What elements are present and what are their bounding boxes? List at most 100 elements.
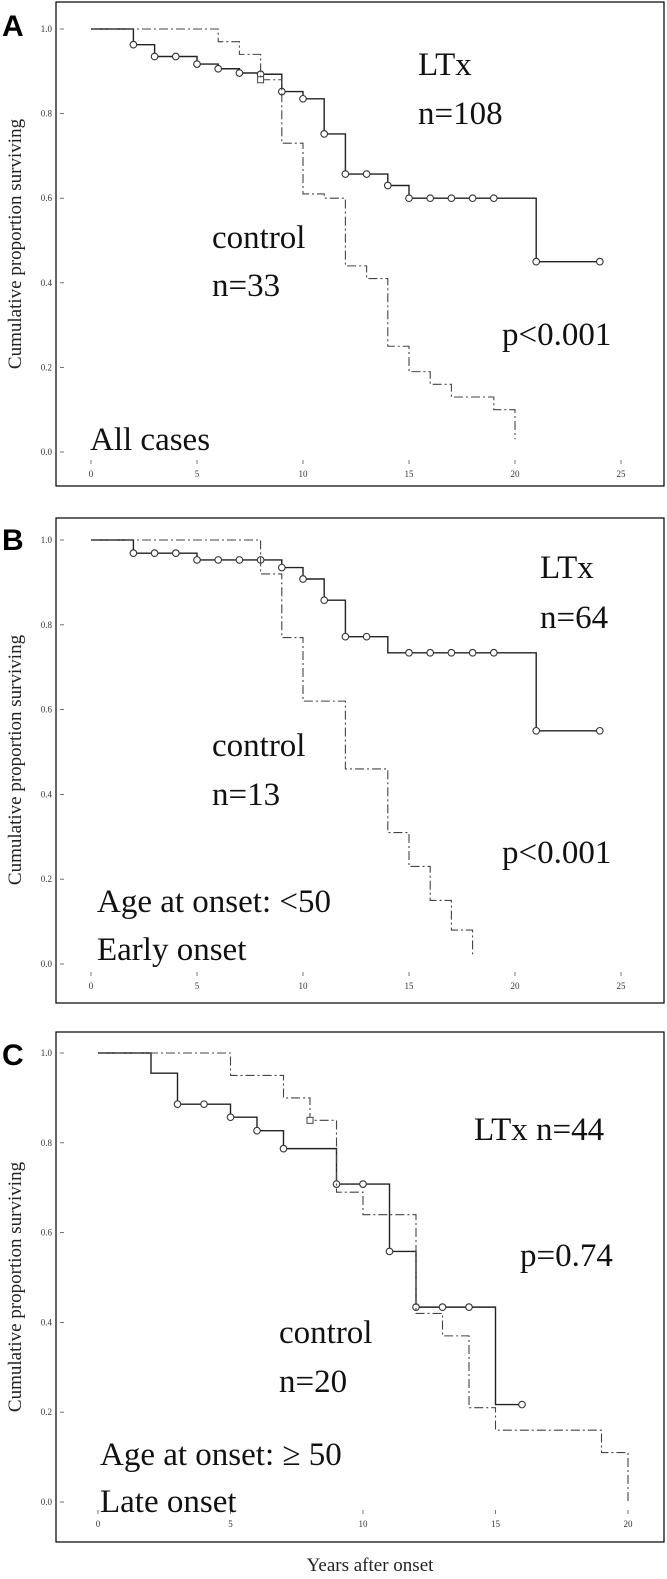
panel-c-ltx-censor-2 [226, 1113, 235, 1122]
panel-c-ltx-censor-7 [385, 1247, 394, 1256]
panel-a-x-tick-label-1: 5 [195, 469, 200, 479]
panel-c-frame [55, 1031, 665, 1543]
panel-b-y-tick-label-2: 0.4 [41, 789, 53, 799]
panel-c-x-tick-label-2: 10 [359, 1519, 369, 1529]
panel-a-ltx-censor-12 [383, 181, 392, 190]
panel-a-axes: 0 5 10 15 20 25 0.0 0.2 0.4 0.6 0.8 1.0 [41, 24, 626, 479]
panel-a-ltx-censor-13 [405, 194, 413, 203]
panel-b-ltx-censor-4 [214, 556, 223, 564]
panel-c-y-tick-label-1: 0.2 [41, 1407, 52, 1417]
panel-a-p-value: p<0.001 [502, 317, 611, 353]
panel-c-ltx-censor-10 [465, 1303, 473, 1311]
panel-c-ltx-censor-11 [518, 1400, 526, 1409]
panel-a-ltx-censor-10 [341, 170, 350, 178]
panel-b-y-tick-label-5: 1.0 [41, 535, 53, 545]
panel-b-ltx-censor-12 [405, 648, 413, 657]
panel-a-ltx-censor-8 [299, 94, 307, 103]
panel-b-ltx-censor-9 [320, 596, 329, 605]
panel-a: A Cumulative proportion surviving 0 5 10 15… [2, 1, 665, 487]
panel-b-ltx-censor-1 [150, 549, 159, 557]
panel-a-ltx-n: n=108 [418, 96, 503, 132]
panel-a-frame [55, 1, 665, 487]
panel-c-y-tick-label-3: 0.6 [41, 1228, 53, 1238]
panel-b-ltx-n: n=64 [540, 600, 608, 636]
panel-c-control-n: n=20 [279, 1364, 347, 1400]
panel-b-ltx-censor-8 [299, 575, 307, 583]
panel-a-ltx-censor-5 [235, 69, 244, 77]
panel-a-ltx-censor-0 [129, 40, 138, 49]
panel-a-y-tick-label-2: 0.4 [41, 278, 53, 288]
panel-b-y-tick-label-4: 0.8 [41, 620, 53, 630]
panel-c-axes: 0 5 10 15 20 0.0 0.2 0.4 0.6 0.8 1.0 [41, 1048, 633, 1529]
panel-b-x-tick-label-0: 0 [89, 981, 94, 991]
panel-c-ltx-label: LTx n=44 [474, 1112, 604, 1148]
panel-b-ltx-label: LTx [540, 550, 594, 586]
panel-b-marks [91, 539, 604, 956]
panel-a-x-tick-label-3: 15 [405, 469, 415, 479]
panel-b-group-label: Age at onset: <50 [97, 884, 331, 920]
panel-c-control-curve [98, 1052, 629, 1502]
panel-b-control-label: control [212, 728, 305, 764]
panel-a-letter: A [2, 10, 24, 43]
panel-b-ltx-censor-13 [426, 648, 435, 657]
panel-c-ltx-censor-0 [173, 1100, 182, 1109]
panel-b-ltx-censor-17 [532, 726, 541, 735]
panel-a-ltx-censor-18 [532, 257, 541, 266]
panel-b-ltx-curve [91, 539, 600, 732]
panel-b-x-tick-label-3: 15 [405, 981, 415, 991]
panel-c-control-label: control [279, 1315, 372, 1351]
panel-b-letter: B [2, 524, 24, 557]
panel-b-ltx-censor-16 [489, 648, 498, 657]
panel-c-ltx-curve [98, 1052, 522, 1406]
panel-b-ltx-censor-2 [171, 549, 180, 557]
panel-c-y-tick-label-2: 0.4 [41, 1317, 53, 1327]
panel-c-control-censor-0 [306, 1116, 314, 1124]
panel-a-control-censor-0 [257, 76, 265, 84]
panel-a-group-label: All cases [90, 422, 210, 458]
panel-c-group-label: Age at onset: ≥ 50 [100, 1437, 342, 1473]
panel-b: B Cumulative proportion surviving 0 5 10 15… [2, 517, 665, 1004]
panel-b-ltx-censor-15 [468, 648, 477, 657]
panel-c-y-tick-label-0: 0.0 [41, 1497, 53, 1507]
panel-b-ltx-censor-14 [447, 648, 456, 657]
panel-b-ltx-censor-10 [341, 632, 350, 641]
panel-b-ltx-censor-0 [129, 549, 138, 557]
panel-a-y-tick-label-5: 1.0 [41, 24, 53, 34]
panel-b-p-value: p<0.001 [502, 835, 611, 871]
panel-b-y-axis-label: Cumulative proportion surviving [5, 634, 26, 885]
panel-c-x-tick-label-0: 0 [96, 1519, 101, 1529]
panel-c-ltx-censor-1 [200, 1100, 208, 1109]
panel-a-ltx-censor-16 [468, 194, 477, 203]
panel-a-control-label: control [212, 220, 305, 256]
panel-a-y-axis-label: Cumulative proportion surviving [5, 118, 26, 369]
panel-c-x-tick-label-3: 15 [491, 1519, 501, 1529]
panel-c-ltx-censor-4 [279, 1144, 288, 1153]
panel-a-y-tick-label-4: 0.8 [41, 109, 53, 119]
panel-b-y-tick-label-0: 0.0 [41, 959, 53, 969]
panel-c-letter: C [2, 1039, 24, 1072]
panel-b-ltx-censor-7 [277, 563, 286, 572]
panel-a-x-tick-label-0: 0 [89, 469, 94, 479]
panel-b-x-tick-label-5: 25 [617, 981, 627, 991]
panel-a-ltx-censor-4 [214, 64, 223, 73]
panel-a-ltx-censor-2 [171, 52, 180, 61]
panel-c-ltx-censor-3 [253, 1126, 261, 1135]
x-axis-label: Years after onset [307, 1555, 435, 1576]
panel-c-ltx-censor-9 [438, 1303, 447, 1311]
panel-a-ltx-censor-17 [489, 194, 498, 203]
panel-a-control-n: n=33 [212, 268, 280, 304]
panel-b-x-tick-label-2: 10 [299, 981, 309, 991]
panel-c-p-value: p=0.74 [520, 1238, 613, 1274]
panel-a-ltx-censor-1 [150, 52, 159, 61]
panel-b-control-curve [91, 539, 474, 956]
panel-c-y-axis-label: Cumulative proportion surviving [5, 1161, 26, 1412]
panel-b-x-tick-label-4: 20 [511, 981, 521, 991]
panel-b-ltx-censor-5 [235, 556, 244, 564]
panel-a-ltx-censor-15 [447, 194, 456, 203]
panel-a-x-tick-label-4: 20 [511, 469, 521, 479]
panel-c-y-tick-label-5: 1.0 [41, 1048, 53, 1058]
panel-b-axes: 0 5 10 15 20 25 0.0 0.2 0.4 0.6 0.8 1.0 [41, 535, 626, 991]
panel-a-x-tick-label-2: 10 [299, 469, 309, 479]
panel-a-ltx-censor-9 [320, 130, 329, 138]
panel-b-ltx-censor-3 [193, 556, 201, 564]
